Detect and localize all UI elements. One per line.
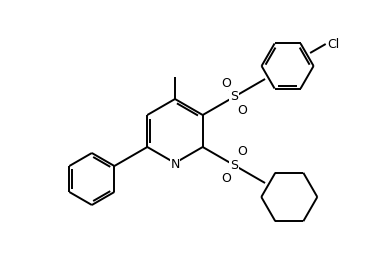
Text: O: O — [221, 77, 231, 90]
Text: N: N — [170, 157, 180, 171]
Text: Cl: Cl — [328, 38, 340, 51]
Text: S: S — [230, 159, 238, 172]
Text: O: O — [221, 172, 231, 185]
Text: S: S — [230, 90, 238, 103]
Text: O: O — [237, 145, 247, 158]
Text: O: O — [237, 104, 247, 117]
